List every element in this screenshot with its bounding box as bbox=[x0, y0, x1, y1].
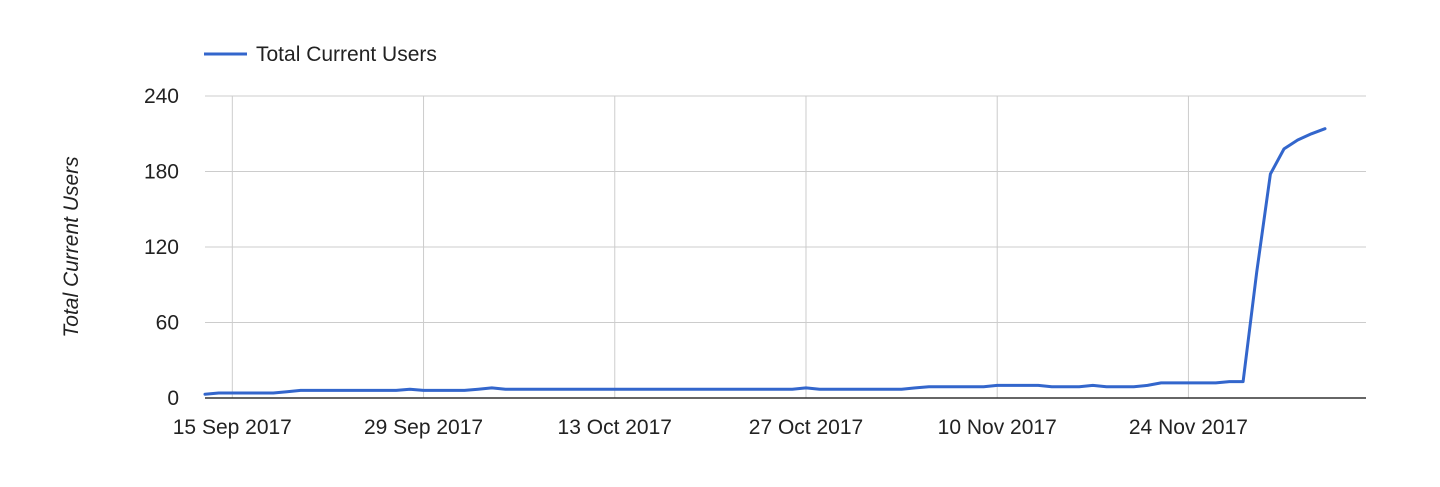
data-point[interactable] bbox=[1309, 132, 1313, 136]
data-point[interactable] bbox=[804, 386, 808, 390]
data-point[interactable] bbox=[394, 388, 398, 392]
data-point[interactable] bbox=[1050, 385, 1054, 389]
data-point[interactable] bbox=[230, 391, 234, 395]
data-point[interactable] bbox=[1145, 383, 1149, 387]
x-tick-label: 15 Sep 2017 bbox=[173, 416, 292, 439]
y-tick-label: 180 bbox=[144, 161, 179, 184]
data-point[interactable] bbox=[449, 388, 453, 392]
data-point[interactable] bbox=[422, 388, 426, 392]
data-point[interactable] bbox=[1200, 381, 1204, 385]
data-point[interactable] bbox=[1255, 270, 1259, 274]
data-point[interactable] bbox=[326, 388, 330, 392]
data-point[interactable] bbox=[1268, 172, 1272, 176]
data-point[interactable] bbox=[544, 387, 548, 391]
data-point[interactable] bbox=[613, 387, 617, 391]
y-axis-title: Total Current Users bbox=[60, 156, 83, 338]
x-tick-label: 29 Sep 2017 bbox=[364, 416, 483, 439]
y-tick-label: 240 bbox=[144, 85, 179, 108]
y-axis-ticks: 0 60 120 180 240 bbox=[144, 85, 179, 410]
series-line bbox=[203, 127, 1327, 396]
x-tick-label: 24 Nov 2017 bbox=[1129, 416, 1248, 439]
data-point[interactable] bbox=[476, 387, 480, 391]
data-point[interactable] bbox=[408, 387, 412, 391]
data-point[interactable] bbox=[1077, 385, 1081, 389]
data-point[interactable] bbox=[913, 386, 917, 390]
data-point[interactable] bbox=[285, 390, 289, 394]
data-point[interactable] bbox=[790, 387, 794, 391]
data-point[interactable] bbox=[1296, 138, 1300, 142]
data-point[interactable] bbox=[818, 387, 822, 391]
x-tick-label: 13 Oct 2017 bbox=[558, 416, 672, 439]
data-point[interactable] bbox=[367, 388, 371, 392]
data-point[interactable] bbox=[954, 385, 958, 389]
data-point[interactable] bbox=[1227, 380, 1231, 384]
plot-area bbox=[203, 127, 1327, 396]
data-point[interactable] bbox=[1323, 127, 1327, 131]
data-point[interactable] bbox=[203, 392, 207, 396]
data-point[interactable] bbox=[1214, 381, 1218, 385]
data-point[interactable] bbox=[1282, 147, 1286, 151]
data-point[interactable] bbox=[1104, 385, 1108, 389]
x-tick-label: 27 Oct 2017 bbox=[749, 416, 863, 439]
gridlines bbox=[205, 95, 1366, 399]
y-tick-label: 60 bbox=[156, 312, 179, 335]
data-point[interactable] bbox=[217, 391, 221, 395]
data-point[interactable] bbox=[258, 391, 262, 395]
data-point[interactable] bbox=[995, 383, 999, 387]
data-point[interactable] bbox=[1091, 383, 1095, 387]
data-point[interactable] bbox=[503, 387, 507, 391]
data-point[interactable] bbox=[463, 388, 467, 392]
x-axis-ticks: 15 Sep 2017 29 Sep 2017 13 Oct 2017 27 Oct … bbox=[173, 416, 1248, 439]
y-tick-label: 0 bbox=[167, 387, 179, 410]
data-point[interactable] bbox=[872, 387, 876, 391]
data-point[interactable] bbox=[900, 387, 904, 391]
data-point[interactable] bbox=[1159, 381, 1163, 385]
data-point[interactable] bbox=[982, 385, 986, 389]
x-tick-label: 10 Nov 2017 bbox=[938, 416, 1057, 439]
legend[interactable]: Total Current Users bbox=[204, 43, 437, 66]
legend-label: Total Current Users bbox=[256, 43, 437, 66]
data-point[interactable] bbox=[1132, 385, 1136, 389]
y-tick-label: 120 bbox=[144, 236, 179, 259]
data-point[interactable] bbox=[708, 387, 712, 391]
data-point[interactable] bbox=[271, 391, 275, 395]
data-point[interactable] bbox=[490, 386, 494, 390]
data-point[interactable] bbox=[1036, 383, 1040, 387]
data-point[interactable] bbox=[927, 385, 931, 389]
data-point[interactable] bbox=[1241, 380, 1245, 384]
data-point[interactable] bbox=[299, 388, 303, 392]
